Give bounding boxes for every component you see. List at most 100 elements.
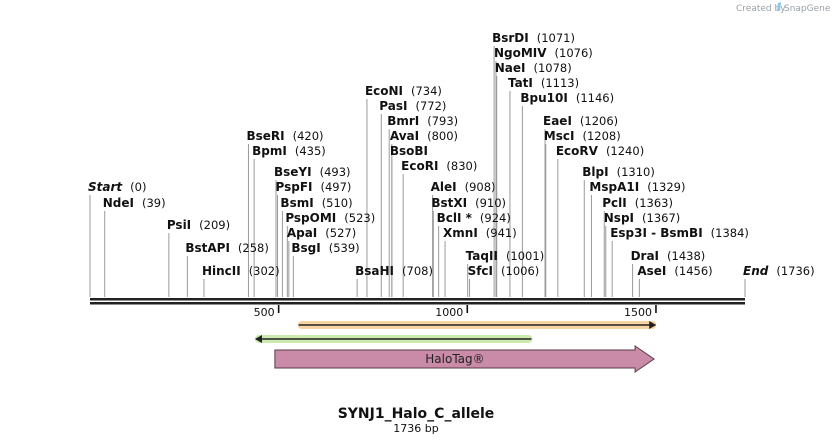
- site-position-msci: (1208): [582, 129, 620, 143]
- ruler-label-1500: 1500: [624, 306, 652, 319]
- site-label-pspomi[interactable]: PspOMI: [285, 211, 336, 225]
- site-position-bpmi: (435): [295, 144, 326, 158]
- snapgene-logo-icon: [777, 2, 781, 11]
- site-label-apai[interactable]: ApaI: [287, 226, 317, 240]
- site-label-asei[interactable]: AseI: [637, 264, 666, 278]
- site-label-pasi[interactable]: PasI: [379, 99, 407, 113]
- credit-text: Created by: [736, 4, 786, 14]
- site-label-hincii[interactable]: HincII: [202, 264, 241, 278]
- site-label-bsobi[interactable]: BsoBI: [390, 144, 428, 158]
- site-label-blpi[interactable]: BlpI: [582, 165, 608, 179]
- site-position-taqii: (1001): [506, 249, 544, 263]
- site-label-bsrdi[interactable]: BsrDI: [492, 31, 529, 45]
- backbone-top-strand: [90, 298, 745, 301]
- orange-primer[interactable]: [297, 321, 657, 329]
- site-position-naei: (1078): [533, 61, 571, 75]
- site-label-ngomiv[interactable]: NgoMIV: [494, 46, 547, 60]
- site-position-pspfi: (497): [321, 180, 352, 194]
- site-connectors: [89, 46, 746, 297]
- site-label-pspfi[interactable]: PspFI: [276, 180, 313, 194]
- halotag-feature[interactable]: HaloTag®: [274, 345, 655, 373]
- site-position-pspomi: (523): [344, 211, 375, 225]
- dna-backbone: [90, 298, 745, 305]
- site-position-asei: (1456): [674, 264, 712, 278]
- site-position-apai: (527): [325, 226, 356, 240]
- site-label-naei[interactable]: NaeI: [495, 61, 526, 75]
- site-position-alei: (908): [465, 180, 496, 194]
- backbone-bottom-strand: [90, 302, 745, 305]
- position-ruler: 500 1000 1500: [254, 305, 657, 319]
- site-position-bsahi: (708): [402, 264, 433, 278]
- site-label-pcli[interactable]: PclI: [602, 196, 627, 210]
- site-position-bstapi: (258): [238, 241, 269, 255]
- site-position-drai: (1438): [667, 249, 705, 263]
- credit-brand: SnapGene: [784, 4, 831, 14]
- restriction-sites: Start (0) NdeI (39)PsiI (209) BstAPI (258) Hinc…: [88, 31, 815, 278]
- site-position-nspi: (1367): [642, 211, 680, 225]
- site-label-msci[interactable]: MscI: [544, 129, 575, 143]
- site-label-bstxi[interactable]: BstXI: [431, 196, 467, 210]
- site-label-mspa1i[interactable]: MspA1I: [589, 180, 639, 194]
- site-label-avai[interactable]: AvaI: [390, 129, 419, 143]
- site-position-econi: (734): [411, 84, 442, 98]
- site-label-sfci[interactable]: SfcI: [468, 264, 493, 278]
- site-position-ecori: (830): [446, 159, 477, 173]
- site-position-pasi: (772): [415, 99, 446, 113]
- site-label-xmni[interactable]: XmnI: [443, 226, 478, 240]
- site-label-nspi[interactable]: NspI: [604, 211, 634, 225]
- site-label-bseri[interactable]: BseRI: [246, 129, 284, 143]
- green-primer[interactable]: [255, 335, 533, 343]
- plasmid-length: 1736 bp: [393, 422, 438, 435]
- site-position-pcli: (1363): [635, 196, 673, 210]
- site-label-bmri[interactable]: BmrI: [387, 114, 419, 128]
- site-label-end[interactable]: End: [743, 264, 769, 278]
- snapgene-credit: Created by SnapGene: [736, 2, 831, 14]
- site-position-start: (0): [130, 180, 146, 194]
- site-position-hincii: (302): [249, 264, 280, 278]
- site-label-eaei[interactable]: EaeI: [543, 114, 572, 128]
- site-label-bsmi[interactable]: BsmI: [280, 196, 313, 210]
- site-label-bsgi[interactable]: BsgI: [291, 241, 320, 255]
- site-position-bsrdi: (1071): [537, 31, 575, 45]
- site-label-ecori[interactable]: EcoRI: [401, 159, 438, 173]
- site-position-bseri: (420): [293, 129, 324, 143]
- site-label-start[interactable]: Start: [88, 180, 123, 194]
- site-label-ndei[interactable]: NdeI: [103, 196, 134, 210]
- site-position-blpi: (1310): [617, 165, 655, 179]
- site-label-bpu10i[interactable]: Bpu10I: [520, 91, 567, 105]
- site-position-esp3i-bsmbi: (1384): [711, 226, 749, 240]
- site-label-drai[interactable]: DraI: [631, 249, 659, 263]
- site-position-eaei: (1206): [580, 114, 618, 128]
- site-label-bcli[interactable]: BclI *: [437, 211, 473, 225]
- site-position-mspa1i: (1329): [647, 180, 685, 194]
- site-label-psii[interactable]: PsiI: [167, 218, 191, 232]
- site-position-bstxi: (910): [475, 196, 506, 210]
- site-position-end: (1736): [776, 264, 814, 278]
- ruler-label-500: 500: [254, 306, 275, 319]
- site-position-psii: (209): [199, 218, 230, 232]
- feature-track: HaloTag®: [255, 321, 657, 373]
- site-position-ndei: (39): [142, 196, 166, 210]
- site-position-bcli: (924): [480, 211, 511, 225]
- site-label-alei[interactable]: AleI: [431, 180, 457, 194]
- site-position-ngomiv: (1076): [555, 46, 593, 60]
- feature-label-halotag: HaloTag®: [425, 352, 484, 366]
- site-label-ecorv[interactable]: EcoRV: [556, 144, 599, 158]
- site-position-bseyi: (493): [320, 165, 351, 179]
- site-position-bsmi: (510): [322, 196, 353, 210]
- site-label-bseyi[interactable]: BseYI: [274, 165, 312, 179]
- site-position-ecorv: (1240): [606, 144, 644, 158]
- site-label-bpmi[interactable]: BpmI: [252, 144, 287, 158]
- site-label-tati[interactable]: TatI: [508, 76, 533, 90]
- site-label-econi[interactable]: EcoNI: [365, 84, 403, 98]
- ruler-label-1000: 1000: [435, 306, 463, 319]
- site-label-taqii[interactable]: TaqII: [466, 249, 498, 263]
- site-label-bsahi[interactable]: BsaHI: [355, 264, 394, 278]
- site-position-sfci: (1006): [501, 264, 539, 278]
- site-position-bpu10i: (1146): [576, 91, 614, 105]
- site-label-esp3i-bsmbi[interactable]: Esp3I - BsmBI: [610, 226, 702, 240]
- site-label-bstapi[interactable]: BstAPI: [185, 241, 230, 255]
- site-position-bsgi: (539): [329, 241, 360, 255]
- site-position-tati: (1113): [541, 76, 579, 90]
